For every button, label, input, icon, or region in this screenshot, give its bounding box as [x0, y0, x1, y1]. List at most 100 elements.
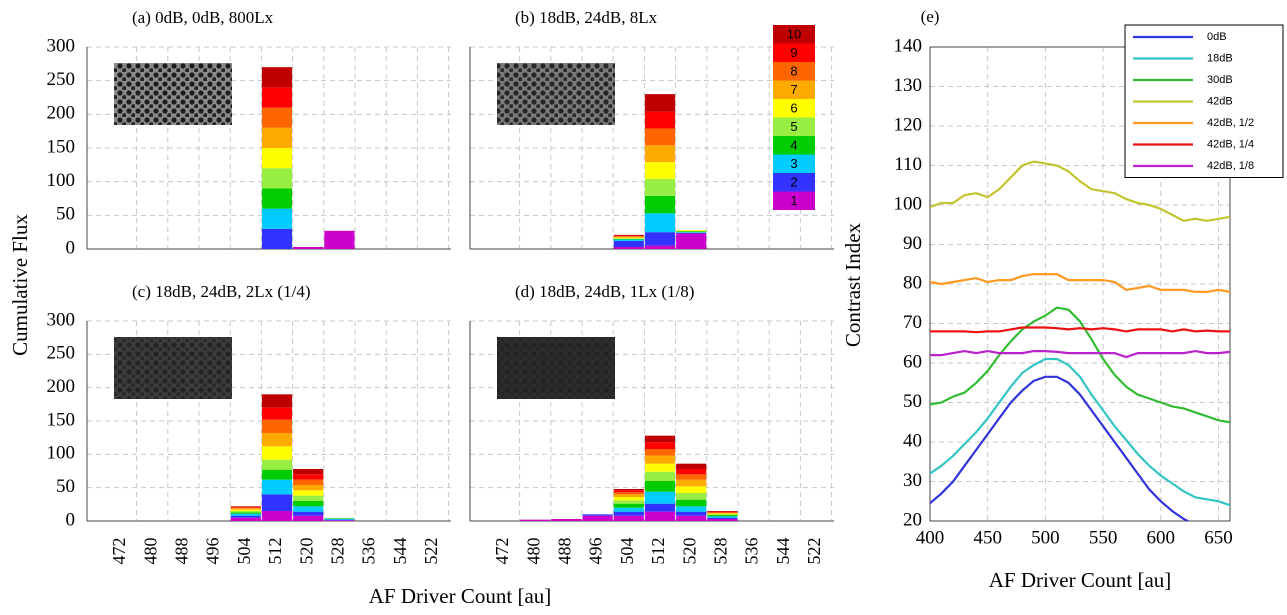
chart-title: (e) — [921, 7, 940, 26]
bar-segment — [644, 463, 676, 472]
bar-segment — [707, 515, 738, 517]
inset-dots — [114, 63, 232, 125]
y-tick-label: 0 — [66, 509, 76, 530]
bar-segment — [261, 228, 293, 249]
bar-segment — [644, 449, 676, 456]
bar-segment — [261, 168, 293, 189]
bar-segment — [613, 235, 644, 237]
bar-segment — [676, 515, 707, 521]
line — [930, 160, 1230, 222]
bar-segment — [261, 67, 293, 88]
bar-segment — [707, 513, 738, 515]
bar-segment — [613, 503, 644, 508]
y-tick-label: 130 — [894, 75, 923, 96]
y-tick-label: 100 — [894, 193, 923, 214]
y-tick-label: 150 — [47, 136, 76, 157]
bar-segment — [707, 514, 738, 515]
y-tick-label: 150 — [47, 409, 76, 430]
bar-segment — [261, 127, 293, 148]
y-tick-label: 140 — [894, 35, 923, 56]
legend-swatch — [773, 25, 815, 44]
bar-segment — [261, 419, 293, 433]
x-tick-label: 536 — [359, 538, 379, 565]
bar-segment — [230, 511, 261, 513]
bar-segment — [644, 471, 676, 481]
y-tick-label: 110 — [894, 154, 922, 175]
bar-segment — [324, 230, 355, 249]
bar-segment — [613, 511, 644, 516]
legend-label: 2 — [790, 175, 797, 190]
bar-segment — [644, 491, 676, 504]
bar-segment — [644, 178, 676, 196]
bar-segment — [230, 515, 261, 518]
y-tick-label: 60 — [903, 351, 922, 372]
y-tick-label: 200 — [47, 376, 76, 397]
bar-segment — [230, 507, 261, 508]
bar-segment — [644, 232, 676, 246]
y-tick-label: 20 — [903, 509, 922, 530]
legend-swatch — [773, 191, 815, 210]
bar-segment — [676, 474, 707, 480]
y-tick-label: 40 — [903, 430, 922, 451]
bar-segment — [613, 239, 644, 241]
bar-segment — [644, 145, 676, 163]
bar-segment — [707, 513, 738, 514]
bar-segment — [230, 513, 261, 516]
inset-dots — [114, 337, 232, 399]
bar-segment — [293, 485, 324, 491]
bar-segment — [644, 128, 676, 146]
bar-segment — [261, 433, 293, 447]
bar-segment — [324, 520, 355, 521]
bar-segment — [613, 236, 644, 238]
bar-segment — [230, 509, 261, 511]
x-tick-label: 496 — [203, 538, 223, 565]
y-tick-label: 250 — [47, 69, 76, 90]
x-tick-label: 600 — [1147, 527, 1176, 548]
bar-segment — [644, 213, 676, 233]
bar-segment — [676, 232, 707, 233]
bar-segment — [324, 518, 355, 519]
x-tick-label: 450 — [973, 527, 1002, 548]
x-axis-label: AF Driver Count [au] — [369, 584, 552, 608]
bar-segment — [293, 515, 324, 521]
bar-segment — [613, 507, 644, 512]
x-tick-label: 550 — [1089, 527, 1118, 548]
legend-label: 10 — [787, 27, 801, 42]
bar-segment — [324, 519, 355, 521]
bar-segment — [613, 490, 644, 493]
bar-segment — [324, 519, 355, 520]
legend-swatch — [773, 136, 815, 155]
inset-dots — [497, 337, 615, 399]
bar-segment — [707, 512, 738, 513]
x-tick-label: 512 — [265, 538, 285, 565]
x-tick-label: 400 — [916, 527, 945, 548]
bar-segment — [261, 494, 293, 511]
bar-segment — [261, 208, 293, 229]
x-axis-label: AF Driver Count [au] — [989, 568, 1172, 592]
bar-segment — [644, 111, 676, 129]
legend-label: 42dB, 1/4 — [1207, 138, 1254, 150]
bar-segment — [230, 517, 261, 521]
bar-segment — [613, 515, 644, 521]
bar-segment — [676, 469, 707, 475]
legend-swatch — [773, 154, 815, 173]
bar-segment — [261, 446, 293, 460]
line — [930, 349, 1230, 359]
bar-segment — [676, 230, 707, 232]
bar-segment — [230, 506, 261, 507]
panel-title: (a) 0dB, 0dB, 800Lx — [132, 8, 274, 27]
y-axis-label: Cumulative Flux — [8, 214, 32, 356]
x-tick-label: 528 — [328, 538, 348, 565]
bar-segment — [582, 514, 613, 516]
y-axis-label: Contrast Index — [841, 222, 865, 347]
legend-label: 30dB — [1207, 74, 1233, 86]
bar-segment — [613, 500, 644, 504]
bar-segment — [520, 519, 551, 521]
legend-label: 6 — [790, 101, 797, 116]
legend-label: 4 — [790, 138, 797, 153]
bar-segment — [644, 511, 676, 521]
bar-segment — [644, 195, 676, 214]
bar-segment — [230, 507, 261, 509]
bar-segment — [293, 246, 324, 249]
